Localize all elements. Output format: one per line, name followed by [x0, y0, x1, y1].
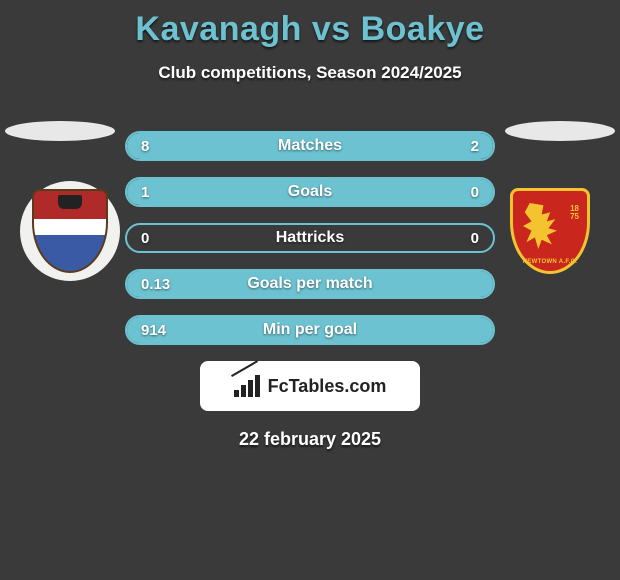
stat-label: Hattricks — [207, 229, 413, 247]
stat-value-left: 0.13 — [127, 276, 207, 293]
stat-label: Matches — [207, 137, 413, 155]
player-silhouette-left — [5, 121, 115, 141]
stat-value-left: 1 — [127, 184, 207, 201]
stat-label: Goals per match — [207, 275, 413, 293]
player-silhouette-right — [505, 121, 615, 141]
stat-value-left: 0 — [127, 230, 207, 247]
stat-row: 0Hattricks0 — [125, 223, 495, 253]
club-badge-left — [20, 181, 120, 281]
stat-row: 1Goals0 — [125, 177, 495, 207]
crest-year: 18 75 — [570, 205, 579, 221]
club-crest-left-icon — [32, 189, 108, 273]
branding-text: FcTables.com — [268, 376, 387, 397]
stat-label: Goals — [207, 183, 413, 201]
stat-row: 8Matches2 — [125, 131, 495, 161]
club-badge-right: 18 75 NEWTOWN A.F.C. — [500, 181, 600, 281]
stat-value-right: 0 — [413, 230, 493, 247]
stat-value-right: 2 — [413, 138, 493, 155]
stat-value-left: 914 — [127, 322, 207, 339]
page-title: Kavanagh vs Boakye — [0, 0, 620, 49]
crest-club-name: NEWTOWN A.F.C. — [520, 259, 580, 265]
stat-value-left: 8 — [127, 138, 207, 155]
comparison-date: 22 february 2025 — [0, 429, 620, 450]
branding-badge: FcTables.com — [200, 361, 420, 411]
subtitle: Club competitions, Season 2024/2025 — [0, 63, 620, 83]
stat-value-right: 0 — [413, 184, 493, 201]
stat-row: 0.13Goals per match — [125, 269, 495, 299]
stat-label: Min per goal — [207, 321, 413, 339]
crest-year-bottom: 75 — [570, 212, 579, 221]
stats-bars: 8Matches21Goals00Hattricks00.13Goals per… — [125, 131, 495, 345]
comparison-panel: 18 75 NEWTOWN A.F.C. 8Matches21Goals00Ha… — [0, 131, 620, 450]
fctables-logo-icon — [234, 375, 262, 397]
club-crest-right-icon: 18 75 NEWTOWN A.F.C. — [510, 188, 590, 274]
stat-row: 914Min per goal — [125, 315, 495, 345]
